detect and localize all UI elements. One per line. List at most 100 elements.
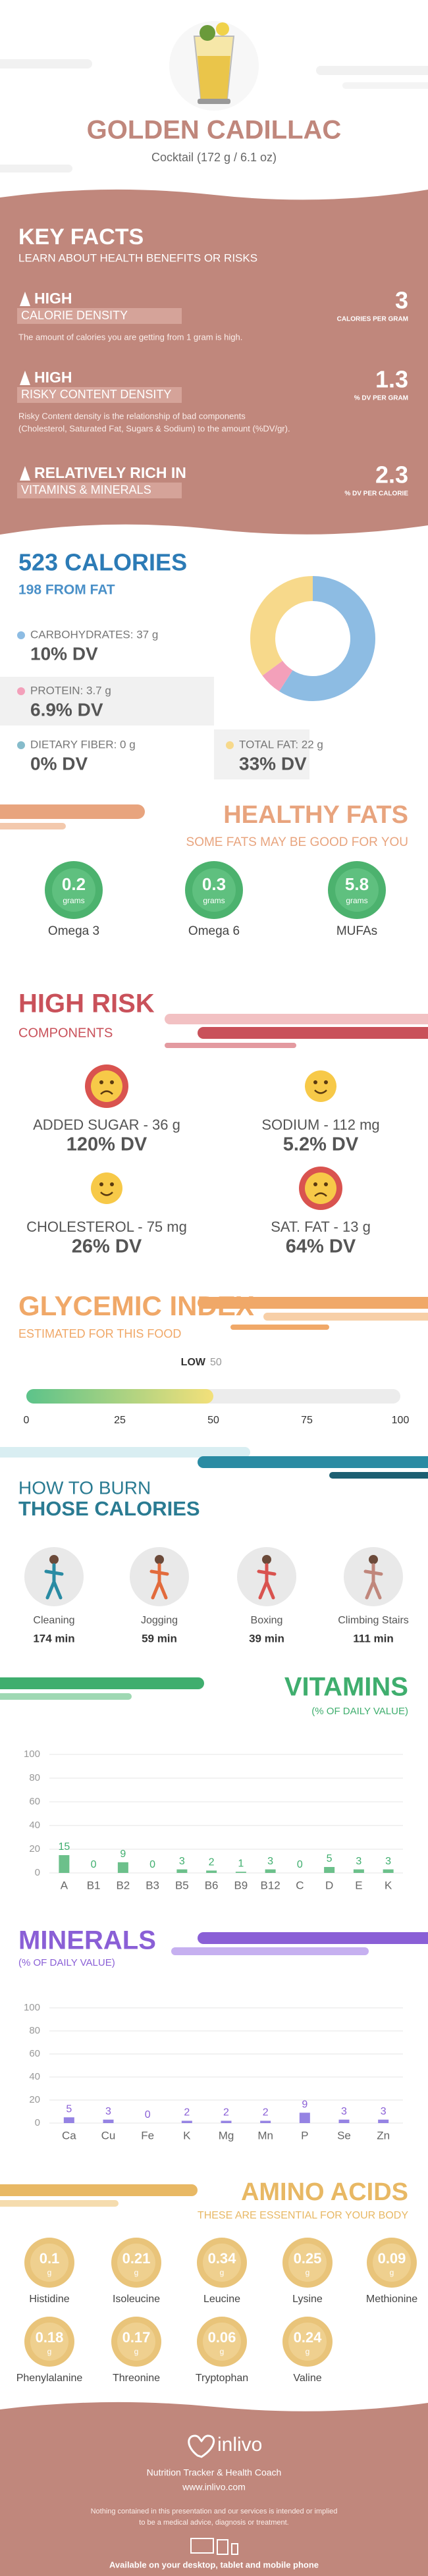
value-label: 15 bbox=[58, 1841, 70, 1853]
x-tick-label: P bbox=[301, 2129, 308, 2142]
x-tick-label: B12 bbox=[261, 1879, 281, 1891]
fat-badge-inner bbox=[335, 868, 379, 912]
fact-icon bbox=[20, 292, 30, 306]
device-icon bbox=[190, 2538, 214, 2554]
eye bbox=[324, 1080, 328, 1084]
value-label: 9 bbox=[120, 1849, 126, 1860]
x-tick-label: Se bbox=[337, 2129, 351, 2142]
section-subtitle: LEARN ABOUT HEALTH BENEFITS OR RISKS bbox=[18, 251, 257, 264]
figure-head bbox=[369, 1555, 378, 1564]
decor bbox=[0, 1447, 250, 1458]
decor bbox=[165, 1043, 296, 1048]
x-tick-label: Ca bbox=[62, 2129, 76, 2142]
activity-time: 59 min bbox=[142, 1632, 177, 1644]
eye bbox=[110, 1080, 114, 1084]
x-tick-label: B2 bbox=[116, 1879, 130, 1891]
fat-value: 0.2 bbox=[62, 874, 86, 894]
risk-label: SODIUM - 112 mg bbox=[261, 1117, 379, 1133]
fat-unit: grams bbox=[346, 896, 367, 905]
decor bbox=[198, 1932, 428, 1944]
bar bbox=[176, 1869, 188, 1873]
x-tick-label: B6 bbox=[205, 1879, 219, 1891]
fat-unit: grams bbox=[203, 896, 225, 905]
band bbox=[0, 677, 214, 725]
x-tick-label: K bbox=[183, 2129, 191, 2142]
decor bbox=[165, 1014, 428, 1024]
y-tick-label: 0 bbox=[35, 1867, 40, 1878]
donut-segment bbox=[279, 576, 375, 701]
x-tick-label: Fe bbox=[141, 2129, 154, 2142]
section-title: AMINO ACIDS bbox=[241, 2178, 408, 2206]
bullet bbox=[17, 687, 25, 695]
amino-value: 0.18 bbox=[36, 2329, 64, 2346]
section-bg bbox=[0, 189, 428, 535]
decor bbox=[0, 823, 66, 829]
y-tick-label: 20 bbox=[29, 2094, 40, 2105]
x-tick-label: E bbox=[355, 1879, 362, 1891]
x-tick-label: 50 bbox=[207, 1415, 219, 1426]
subtitle: Cocktail (172 g / 6.1 oz) bbox=[151, 151, 277, 164]
fat-name: Omega 3 bbox=[48, 924, 99, 938]
amino-unit: g bbox=[306, 2268, 310, 2277]
fact-unit: CALORIES PER GRAM bbox=[337, 316, 408, 323]
activity-name: Jogging bbox=[141, 1615, 178, 1626]
x-tick-label: B5 bbox=[175, 1879, 189, 1891]
face bbox=[305, 1070, 336, 1102]
x-tick-label: D bbox=[325, 1879, 333, 1891]
face bbox=[91, 1070, 122, 1102]
amino-name: Leucine bbox=[203, 2294, 240, 2305]
x-tick-label: 75 bbox=[301, 1415, 313, 1426]
decor bbox=[263, 1313, 428, 1321]
value-label: 5 bbox=[327, 1853, 333, 1864]
amino-unit: g bbox=[220, 2347, 225, 2356]
title: GOLDEN CADILLAC bbox=[87, 116, 342, 145]
figure-body bbox=[257, 1563, 277, 1600]
bar bbox=[235, 1872, 246, 1873]
figure-body bbox=[363, 1563, 383, 1600]
amino-unit: g bbox=[134, 2347, 139, 2356]
section-title: KEY FACTS bbox=[18, 224, 144, 250]
x-tick-label: K bbox=[385, 1879, 392, 1891]
face bbox=[305, 1172, 336, 1204]
y-tick-label: 80 bbox=[29, 2025, 40, 2036]
fact-name: RISKY CONTENT DENSITY bbox=[21, 388, 171, 401]
value-label: 5 bbox=[66, 2103, 72, 2115]
amino-badge-inner bbox=[203, 2323, 241, 2361]
device-icon bbox=[231, 2543, 238, 2555]
amino-name: Histidine bbox=[29, 2294, 69, 2305]
amino-name: Phenylalanine bbox=[16, 2373, 83, 2384]
nutrient-label: CARBOHYDRATES: 37 g bbox=[30, 628, 158, 641]
amino-badge-inner bbox=[373, 2244, 411, 2282]
value-label: 2 bbox=[209, 1857, 215, 1868]
fact-name: VITAMINS & MINERALS bbox=[21, 483, 151, 496]
section-title: HOW TO BURN bbox=[18, 1477, 151, 1498]
amino-badge-inner bbox=[30, 2244, 68, 2282]
value-label: 2 bbox=[184, 2107, 190, 2118]
risk-label: SAT. FAT - 13 g bbox=[271, 1219, 371, 1235]
decor bbox=[198, 1027, 428, 1039]
band bbox=[214, 729, 309, 779]
risk-dv: 26% DV bbox=[72, 1236, 142, 1257]
eye bbox=[99, 1080, 103, 1084]
tagline: Nutrition Tracker & Health Coach bbox=[147, 2467, 282, 2478]
fact-level: RELATIVELY RICH IN bbox=[34, 464, 186, 481]
amino-name: Lysine bbox=[292, 2294, 323, 2305]
bar bbox=[265, 1869, 276, 1873]
nutrient-dv: 33% DV bbox=[239, 753, 307, 774]
figure-head bbox=[262, 1555, 271, 1564]
x-tick-label: B3 bbox=[146, 1879, 159, 1891]
risk-label: ADDED SUGAR - 36 g bbox=[33, 1117, 180, 1133]
section-subtitle: SOME FATS MAY BE GOOD FOR YOU bbox=[186, 835, 408, 849]
amino-badge-inner bbox=[117, 2244, 155, 2282]
bullet bbox=[17, 741, 25, 749]
face bbox=[91, 1172, 122, 1204]
fat-name: MUFAs bbox=[336, 924, 377, 938]
decor bbox=[230, 1325, 329, 1330]
fact-unit: % DV PER CALORIE bbox=[344, 490, 408, 498]
y-tick-label: 20 bbox=[29, 1843, 40, 1854]
amino-name: Tryptophan bbox=[196, 2373, 248, 2384]
amino-value: 0.06 bbox=[208, 2329, 236, 2346]
gauge-value: 50 bbox=[210, 1357, 222, 1368]
bar bbox=[181, 2120, 192, 2123]
